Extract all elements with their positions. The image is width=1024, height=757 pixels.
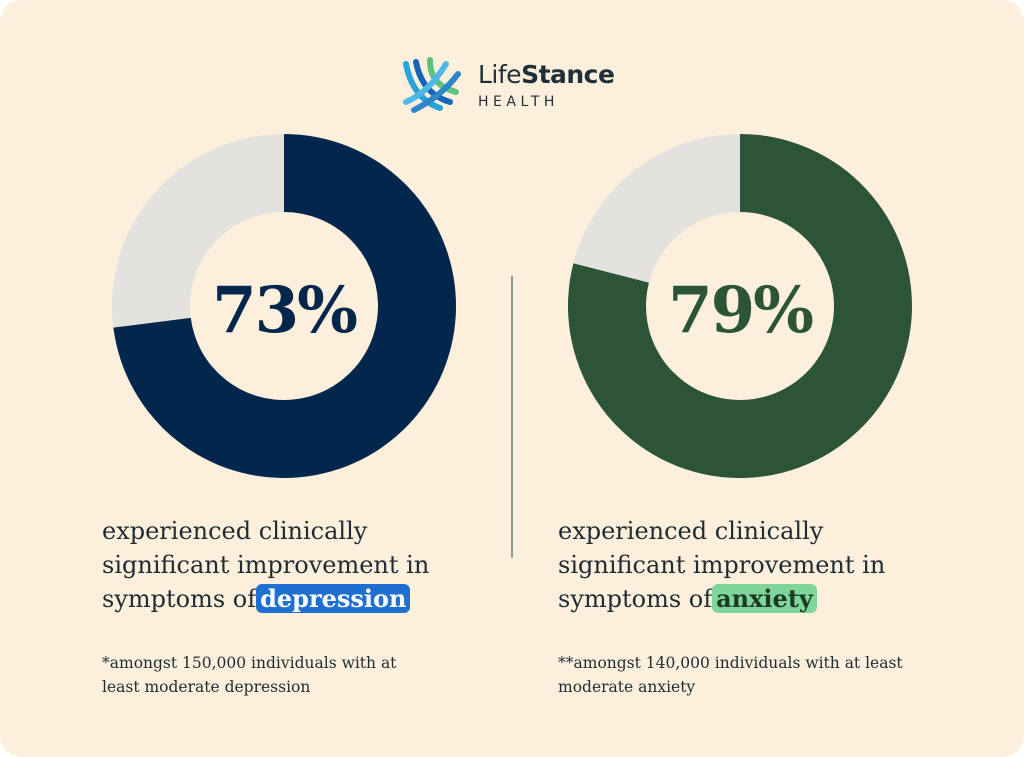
brand-logo: LifeStance HEALTH (400, 56, 640, 116)
brand-subtitle: HEALTH (478, 94, 559, 110)
brand-name: LifeStance (478, 60, 615, 89)
depression-donut-chart (112, 134, 456, 478)
anxiety-value-slice (568, 134, 912, 478)
anxiety-remainder-slice (573, 134, 740, 283)
depression-value-slice (113, 134, 456, 478)
anxiety-percentage: 79% (668, 273, 814, 348)
depression-remainder-slice (112, 134, 284, 328)
anxiety-footnote: **amongst 140,000 individuals with at le… (558, 654, 903, 696)
anxiety-donut-chart (568, 134, 912, 478)
center-divider (511, 276, 513, 558)
anxiety-caption: experienced clinically significant impro… (558, 517, 886, 613)
lifestance-logo-icon (403, 57, 461, 113)
depression-footnote: *amongst 150,000 individuals with at lea… (102, 654, 397, 696)
depression-highlight: depression (256, 584, 411, 613)
depression-percentage: 73% (212, 273, 358, 348)
depression-caption: experienced clinically significant impro… (102, 517, 430, 613)
anxiety-highlight: anxiety (712, 584, 817, 613)
